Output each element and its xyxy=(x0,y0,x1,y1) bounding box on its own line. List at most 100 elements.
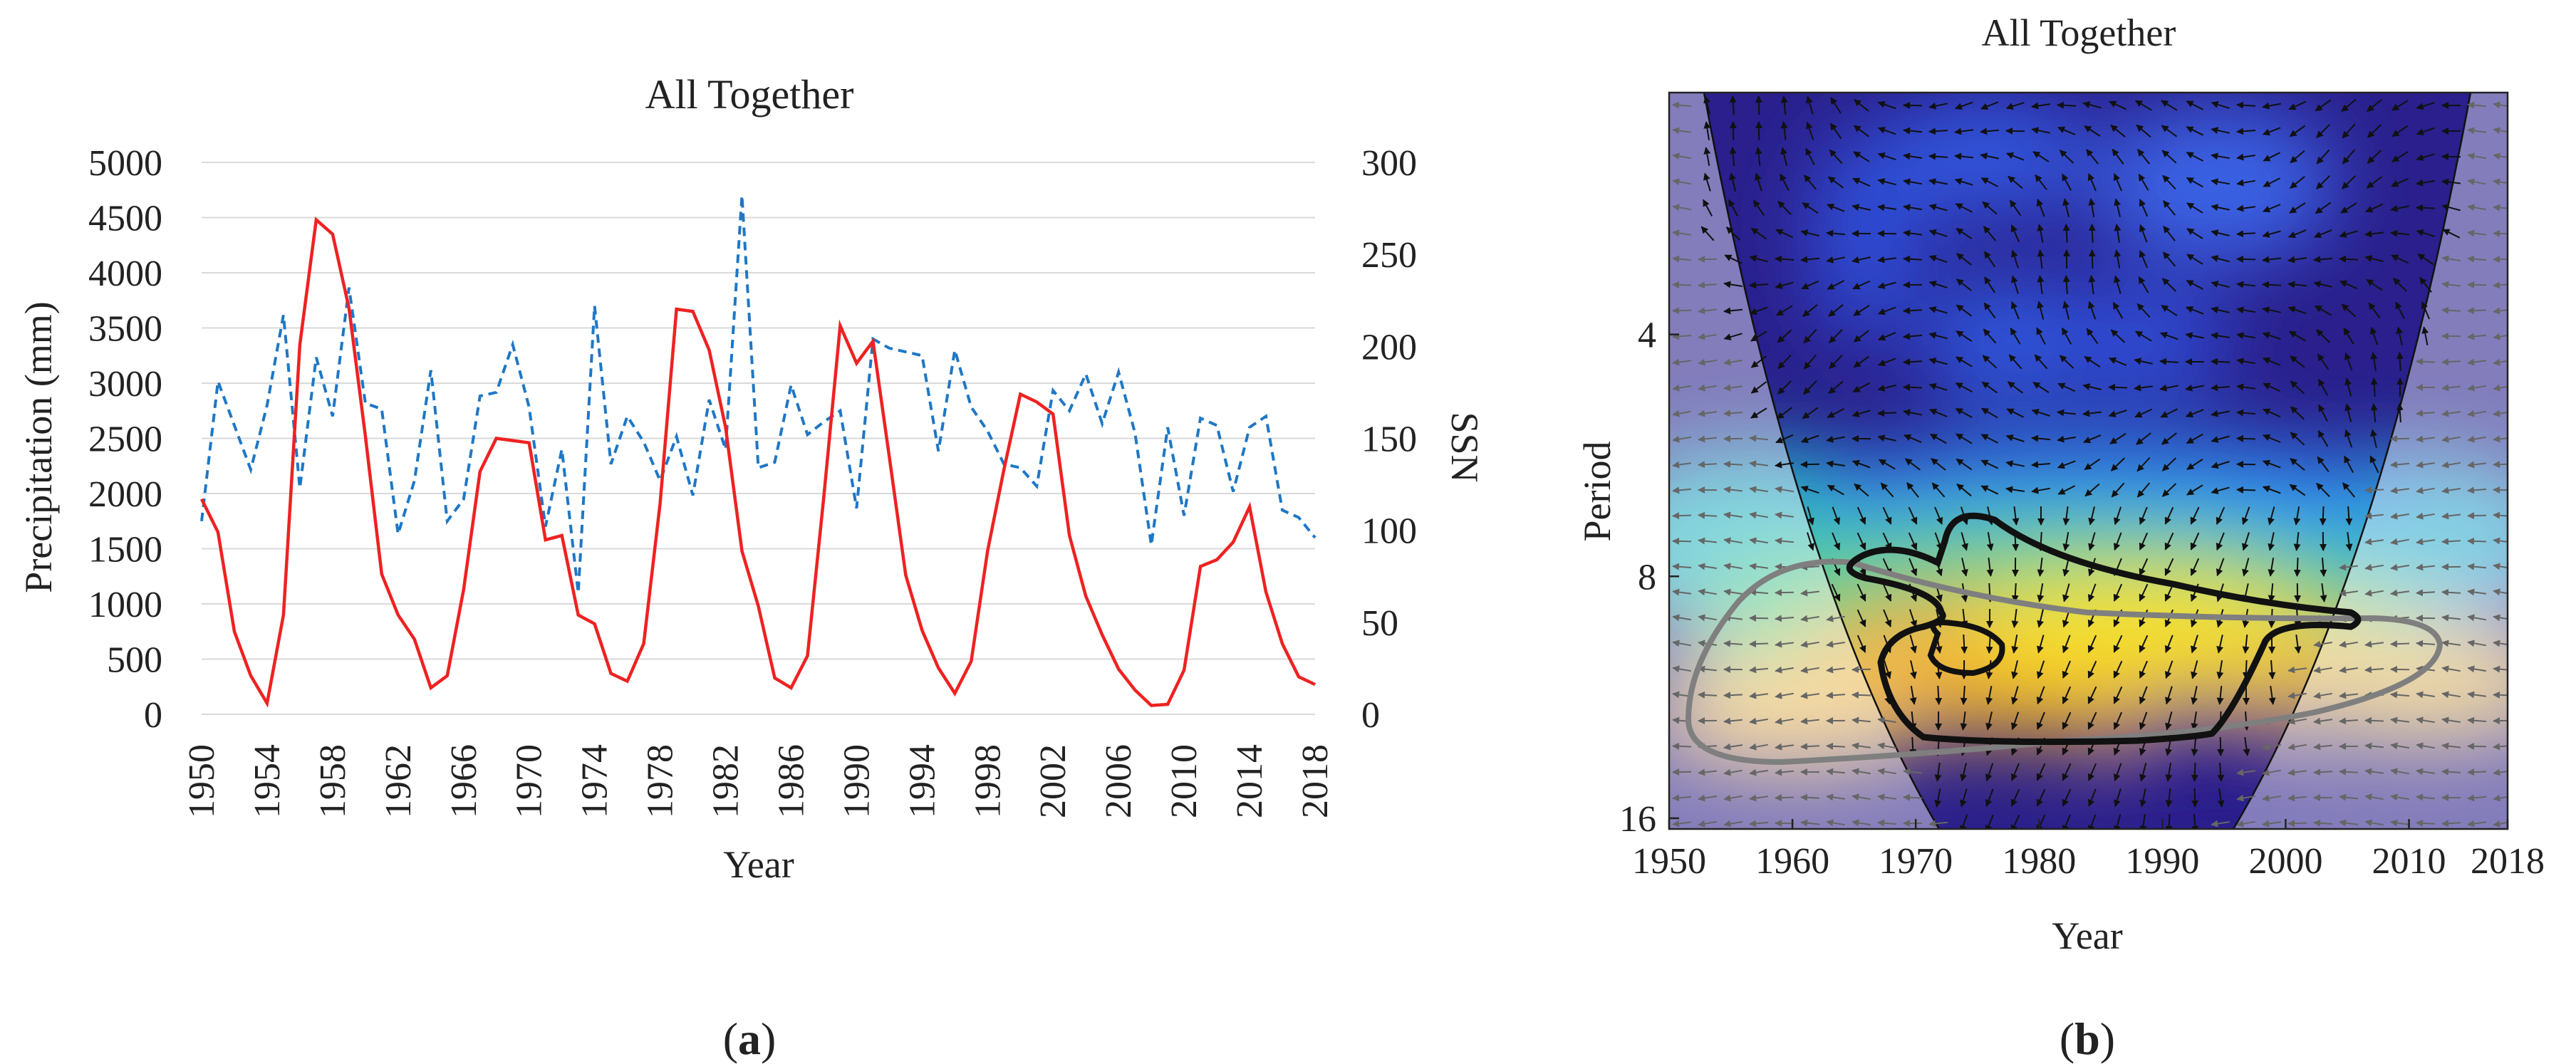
phase-arrow xyxy=(1755,172,1762,192)
phase-arrow xyxy=(2340,202,2357,214)
phase-arrow xyxy=(1780,121,1788,141)
phase-arrow xyxy=(2441,384,2461,392)
phase-arrow xyxy=(2416,435,2436,443)
phase-arrow xyxy=(1903,307,1923,315)
phase-arrow xyxy=(2163,225,2176,241)
phase-arrow xyxy=(2011,686,2019,705)
phase-arrow xyxy=(2290,406,2305,420)
phase-arrow xyxy=(2262,332,2281,340)
phase-arrow xyxy=(2211,358,2230,365)
phase-arrow xyxy=(2191,711,2198,731)
phase-arrow xyxy=(2083,434,2102,444)
phase-arrow xyxy=(2186,152,2203,162)
phase-arrow xyxy=(2313,743,2333,751)
y-tick-label: 5000 xyxy=(88,143,162,184)
phase-arrow xyxy=(2211,332,2230,340)
phase-arrow xyxy=(2342,149,2356,165)
phase-arrow xyxy=(2467,127,2487,135)
phase-arrow xyxy=(2390,204,2409,212)
phase-arrow xyxy=(2421,326,2429,345)
phase-arrow xyxy=(1749,666,1768,674)
phase-arrow xyxy=(2396,326,2404,345)
phase-arrow xyxy=(2211,101,2230,109)
phase-arrow xyxy=(2057,382,2076,392)
phase-arrow xyxy=(2339,589,2359,597)
phase-arrow xyxy=(2467,537,2487,545)
phase-arrow xyxy=(2211,461,2230,469)
phase-arrow xyxy=(1856,506,1866,525)
phase-arrow xyxy=(2262,230,2281,238)
phase-arrow xyxy=(1928,383,1948,391)
phase-arrow xyxy=(2186,202,2203,214)
phase-arrow xyxy=(1928,254,1948,264)
phase-arrow xyxy=(1986,532,1994,551)
phase-arrow xyxy=(1982,201,1998,215)
phase-arrow xyxy=(2134,408,2153,418)
phase-arrow xyxy=(2134,384,2154,392)
phase-arrow xyxy=(2062,711,2072,730)
phase-arrow xyxy=(1775,281,1794,289)
phase-arrow xyxy=(2164,506,2174,525)
phase-arrow xyxy=(2263,204,2281,213)
phase-arrow xyxy=(2031,127,2050,135)
phase-arrow xyxy=(1853,355,1870,368)
phase-arrow xyxy=(2010,301,2020,320)
phase-arrow xyxy=(1775,255,1795,263)
phase-arrow xyxy=(1852,459,1871,469)
phase-arrow xyxy=(1856,635,1866,653)
phase-arrow xyxy=(2416,102,2435,110)
phase-arrow xyxy=(1803,354,1817,370)
phase-arrow xyxy=(2161,125,2178,137)
wavelet-coherence-chart: All Together xyxy=(1576,11,2545,1064)
phase-arrow xyxy=(2493,178,2508,186)
phase-arrow xyxy=(1725,226,1740,241)
phase-arrow xyxy=(2370,403,2378,422)
phase-arrow xyxy=(2216,635,2224,654)
phase-arrow xyxy=(2441,461,2461,469)
phase-arrow xyxy=(1955,203,1973,213)
phase-arrow xyxy=(2416,358,2436,365)
phase-arrow xyxy=(2211,410,2230,417)
phase-arrow xyxy=(2062,635,2071,654)
phase-arrow xyxy=(1903,255,1923,263)
phase-arrow xyxy=(2062,198,2069,217)
phase-arrow xyxy=(2287,768,2307,776)
period-axis-ticks: 4 8 16 xyxy=(1619,315,1679,840)
phase-arrow xyxy=(2416,486,2435,494)
phase-arrow xyxy=(1723,410,1743,417)
phase-arrow xyxy=(1983,226,1997,241)
phase-arrow xyxy=(1749,486,1768,494)
phase-arrow xyxy=(1981,381,1998,394)
phase-arrow xyxy=(1672,358,1692,366)
phase-arrow xyxy=(2084,483,2100,497)
phase-arrow xyxy=(2139,250,2149,268)
phase-arrow xyxy=(2087,173,2097,192)
phase-arrow xyxy=(1672,461,1692,469)
phase-arrow xyxy=(2243,711,2250,731)
phase-arrow xyxy=(2317,353,2330,370)
phase-arrow xyxy=(2493,358,2508,366)
phase-arrow xyxy=(2262,794,2281,802)
year-tick-label: 1950 xyxy=(1632,841,1706,882)
phase-arrow xyxy=(2339,640,2358,648)
x-tick-label: 1954 xyxy=(247,744,288,818)
phase-arrow xyxy=(1749,794,1769,802)
phase-arrow xyxy=(1877,281,1896,289)
phase-arrow xyxy=(1672,537,1692,545)
phase-arrow xyxy=(2416,127,2435,136)
phase-arrow xyxy=(1776,305,1793,316)
phase-arrow xyxy=(2313,640,2332,648)
phase-arrow xyxy=(2441,255,2461,263)
phase-arrow xyxy=(1956,483,1972,497)
significance-contour-inner xyxy=(1927,620,2005,677)
phase-arrow xyxy=(1776,407,1792,419)
phase-arrow xyxy=(2084,355,2101,368)
phase-arrow xyxy=(2339,717,2359,725)
phase-arrow xyxy=(1883,609,1892,627)
phase-arrow xyxy=(1729,95,1737,115)
phase-arrow xyxy=(1826,256,1845,264)
phase-arrow xyxy=(2062,173,2072,191)
phase-arrow xyxy=(2113,583,2123,602)
phase-arrow xyxy=(2317,456,2330,473)
phase-arrow xyxy=(1749,614,1769,622)
